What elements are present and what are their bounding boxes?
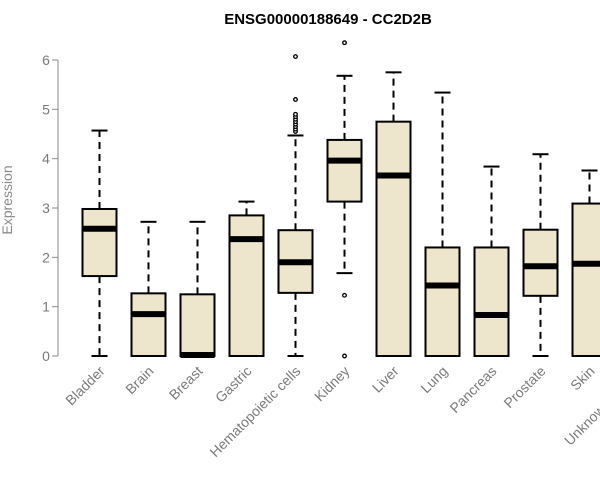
box-iqr: [375, 120, 412, 357]
box-breast: [179, 220, 216, 359]
boxes-group: [81, 40, 600, 359]
x-tick-label: Bladder: [62, 363, 108, 409]
x-tick-label: Pancreas: [446, 363, 499, 416]
outlier-point: [342, 353, 347, 359]
x-tick-label: Skin: [567, 363, 598, 394]
outlier-point: [293, 97, 298, 102]
outlier-point: [342, 292, 347, 298]
x-tick-label: Lung: [417, 363, 450, 396]
box-iqr: [473, 246, 510, 357]
outlier-point: [342, 40, 347, 46]
outlier-point: [293, 111, 298, 117]
box-iqr: [424, 246, 461, 357]
box-prostate: [522, 153, 559, 357]
x-tick-label: Prostate: [500, 363, 548, 411]
box-pancreas: [473, 165, 510, 357]
x-tick-label: Gastric: [212, 363, 255, 406]
y-tick-label: 3: [42, 200, 50, 216]
box-iqr: [130, 292, 167, 358]
box-kidney: [326, 40, 363, 359]
y-tick-label: 6: [42, 52, 50, 68]
y-tick-label: 1: [42, 299, 50, 315]
box-iqr: [522, 228, 559, 297]
y-tick-label: 5: [42, 101, 50, 117]
x-tick-label: Brain: [122, 363, 156, 397]
box-liver: [375, 71, 412, 357]
box-skin: [571, 169, 600, 357]
box-iqr: [81, 207, 118, 278]
box-iqr: [571, 202, 600, 357]
x-tick-label: Breast: [166, 363, 206, 403]
box-iqr: [179, 293, 216, 358]
box-brain: [130, 220, 167, 358]
box-hematopoietic-cells: [277, 54, 314, 357]
y-tick-label: 0: [42, 348, 50, 364]
x-tick-label: Liver: [369, 363, 402, 396]
box-iqr: [326, 138, 363, 203]
box-bladder: [81, 129, 118, 357]
box-lung: [424, 91, 461, 357]
y-axis: 0 1 2 3 4 5 6: [42, 52, 59, 364]
x-tick-label: Hematopoietic cells: [206, 363, 303, 460]
box-gastric: [228, 200, 265, 357]
x-tick-label: Kidney: [311, 363, 353, 405]
chart-title: ENSG00000188649 - CC2D2B: [224, 11, 432, 28]
outlier-point: [293, 54, 298, 59]
y-axis-label: Expression: [0, 165, 15, 234]
y-tick-label: 2: [42, 249, 50, 265]
y-tick-label: 4: [42, 151, 50, 167]
